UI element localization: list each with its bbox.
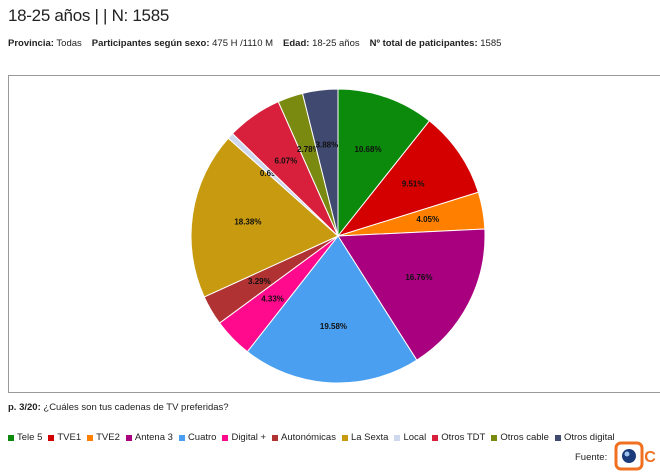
data-label: 16.76% [405,273,432,282]
filter: Nº total de paticipantes: 1585 [370,38,502,49]
filter: Participantes según sexo: 475 H /1110 M [92,38,273,49]
legend: Tele 5 TVE1 TVE2 Antena 3 Cuatro Digital + Aut… [8,432,658,443]
pie-slice [301,88,339,237]
chart-box: 10.68% 9.51% 4.05% 16.76% 19.58% 4.33% 3.29% 18… [8,75,660,393]
filter: Provincia: Todas [8,38,82,49]
pie-slice [190,137,339,298]
legend-swatch [222,434,229,441]
legend-item: Digital + [222,432,266,443]
legend-item: Local [394,432,426,443]
legend-swatch [432,434,439,441]
legend-swatch [341,434,348,441]
data-label: 19.58% [320,322,347,331]
data-label: 3.29% [248,277,271,286]
legend-swatch [178,434,185,441]
data-label: 2.78% [297,145,320,154]
svg-text:C: C [644,449,656,466]
data-label: 6.07% [275,156,298,165]
legend-item: Autonómicas [272,432,336,443]
legend-item: Otros digital [554,432,615,443]
legend-swatch [8,434,14,441]
filter-label: Participantes según sexo: [91,38,210,49]
data-label: 4.05% [416,215,439,224]
legend-label: TVE2 [96,432,120,443]
data-label: 3.88% [316,141,339,150]
legend-label: Local [403,432,427,443]
data-label: 0.69% [260,169,283,178]
legend-item: Otros TDT [432,432,485,443]
filter-value: 475 H /1110 M [212,38,274,49]
legend-label: Digital + [231,432,267,443]
legend-label: Otros digital [563,432,615,443]
legend-swatch [394,434,401,441]
legend-label: TVE1 [57,432,82,443]
pie-slice [336,120,479,237]
data-label: 9.51% [402,180,425,189]
data-label: 18.38% [234,217,261,226]
pie-slice [337,228,486,361]
legend-label: La Sexta [350,432,389,443]
legend-item: TVE1 [48,432,81,443]
filter: Edad: 18-25 años [283,38,360,49]
logo: C [614,441,656,471]
legend-item: Cuatro [178,432,217,443]
pie-slice [337,88,431,238]
legend-swatch [554,434,561,441]
question-label: p. 3/20: [8,402,41,413]
question-text: ¿Cuáles son tus cadenas de TV preferidas… [43,402,229,413]
legend-label: Autonómicas [281,432,336,443]
legend-item: Otros cable [491,432,549,443]
filter-value: Todas [56,38,82,49]
filter-label: Provincia: [8,38,54,49]
legend-swatch [125,434,132,441]
filter-value: 1585 [480,38,502,49]
data-label: 10.68% [354,145,381,154]
legend-swatch [272,434,279,441]
title: 18-25 años | | N: 1585 [8,6,170,25]
legend-item: Tele 5 [8,432,42,443]
legend-swatch [491,434,498,441]
legend-label: Tele 5 [17,432,43,443]
legend-item: TVE2 [87,432,120,443]
legend-item: Antena 3 [125,432,173,443]
legend-swatch [87,434,94,441]
legend-item: La Sexta [341,432,389,443]
legend-swatch [48,434,55,441]
filters: Provincia: Todas Participantes según sexo… [8,38,511,49]
chart: 10.68% 9.51% 4.05% 16.76% 19.58% 4.33% 3.29% 18… [190,88,486,384]
pie-slice [246,235,418,384]
filter-value: 18-25 años [312,38,360,49]
legend-label: Cuatro [187,432,217,443]
filter-label: Edad: [283,38,310,49]
source: Fuente: [575,452,608,463]
question: p. 3/20: ¿Cuáles son tus cadenas de TV p… [8,402,229,413]
legend-label: Antena 3 [134,432,173,443]
data-label: 4.33% [261,295,284,304]
legend-label: Otros cable [500,432,549,443]
filter-label: Nº total de paticipantes: [369,38,478,49]
legend-label: Otros TDT [441,432,486,443]
